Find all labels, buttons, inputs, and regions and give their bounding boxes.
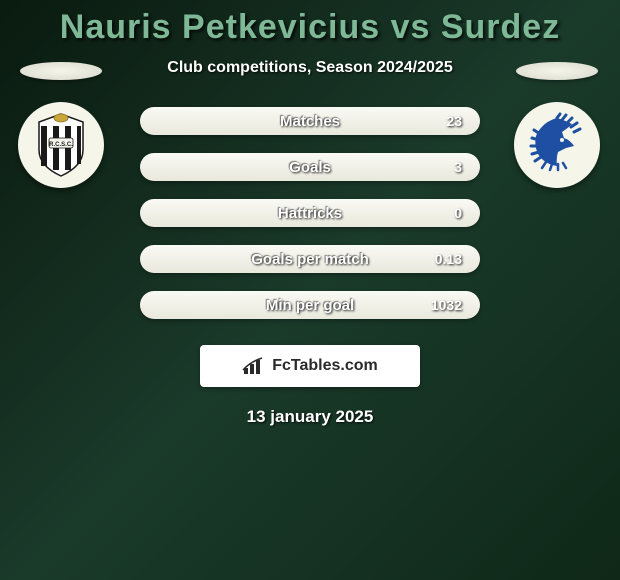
stat-right-value: 1032 <box>431 297 462 313</box>
stat-right-value: 23 <box>446 113 462 129</box>
stat-left-value: · <box>158 205 163 221</box>
stat-left-value: · <box>158 113 163 129</box>
team-badge-right <box>516 62 600 188</box>
team-badge-left: R.C.S.C. <box>20 62 104 188</box>
stat-label: Goals per match <box>251 251 369 268</box>
chief-head-icon <box>522 110 592 180</box>
stat-bar-matches: · Matches 23 <box>140 107 480 135</box>
bar-chart-icon <box>242 356 266 376</box>
comparison-area: R.C.S.C. · Matches 23 <box>0 107 620 427</box>
stat-left-value: · <box>158 297 163 313</box>
watermark-text: FcTables.com <box>272 357 378 375</box>
rcsc-shield-icon: R.C.S.C. <box>31 112 91 178</box>
stat-left-value: · <box>158 159 163 175</box>
stat-right-value: 0.13 <box>435 251 462 267</box>
watermark: FcTables.com <box>200 345 420 387</box>
stat-label: Min per goal <box>266 297 354 314</box>
stat-bar-goals-per-match: · Goals per match 0.13 <box>140 245 480 273</box>
stat-bars: · Matches 23 · Goals 3 · Hattricks 0 · G… <box>140 107 480 319</box>
player-marker-left <box>20 62 102 80</box>
stat-bar-min-per-goal: · Min per goal 1032 <box>140 291 480 319</box>
stat-bar-hattricks: · Hattricks 0 <box>140 199 480 227</box>
stat-bar-goals: · Goals 3 <box>140 153 480 181</box>
date-text: 13 january 2025 <box>20 407 600 427</box>
page-title: Nauris Petkevicius vs Surdez <box>0 8 620 47</box>
stat-label: Hattricks <box>278 205 342 222</box>
stat-label: Goals <box>289 159 331 176</box>
team-logo-left: R.C.S.C. <box>18 102 104 188</box>
team-logo-right <box>514 102 600 188</box>
stat-right-value: 3 <box>454 159 462 175</box>
stat-right-value: 0 <box>454 205 462 221</box>
player-marker-right <box>516 62 598 80</box>
stat-left-value: · <box>158 251 163 267</box>
comparison-container: Nauris Petkevicius vs Surdez Club compet… <box>0 0 620 580</box>
svg-text:R.C.S.C.: R.C.S.C. <box>49 142 73 148</box>
stat-label: Matches <box>280 113 340 130</box>
